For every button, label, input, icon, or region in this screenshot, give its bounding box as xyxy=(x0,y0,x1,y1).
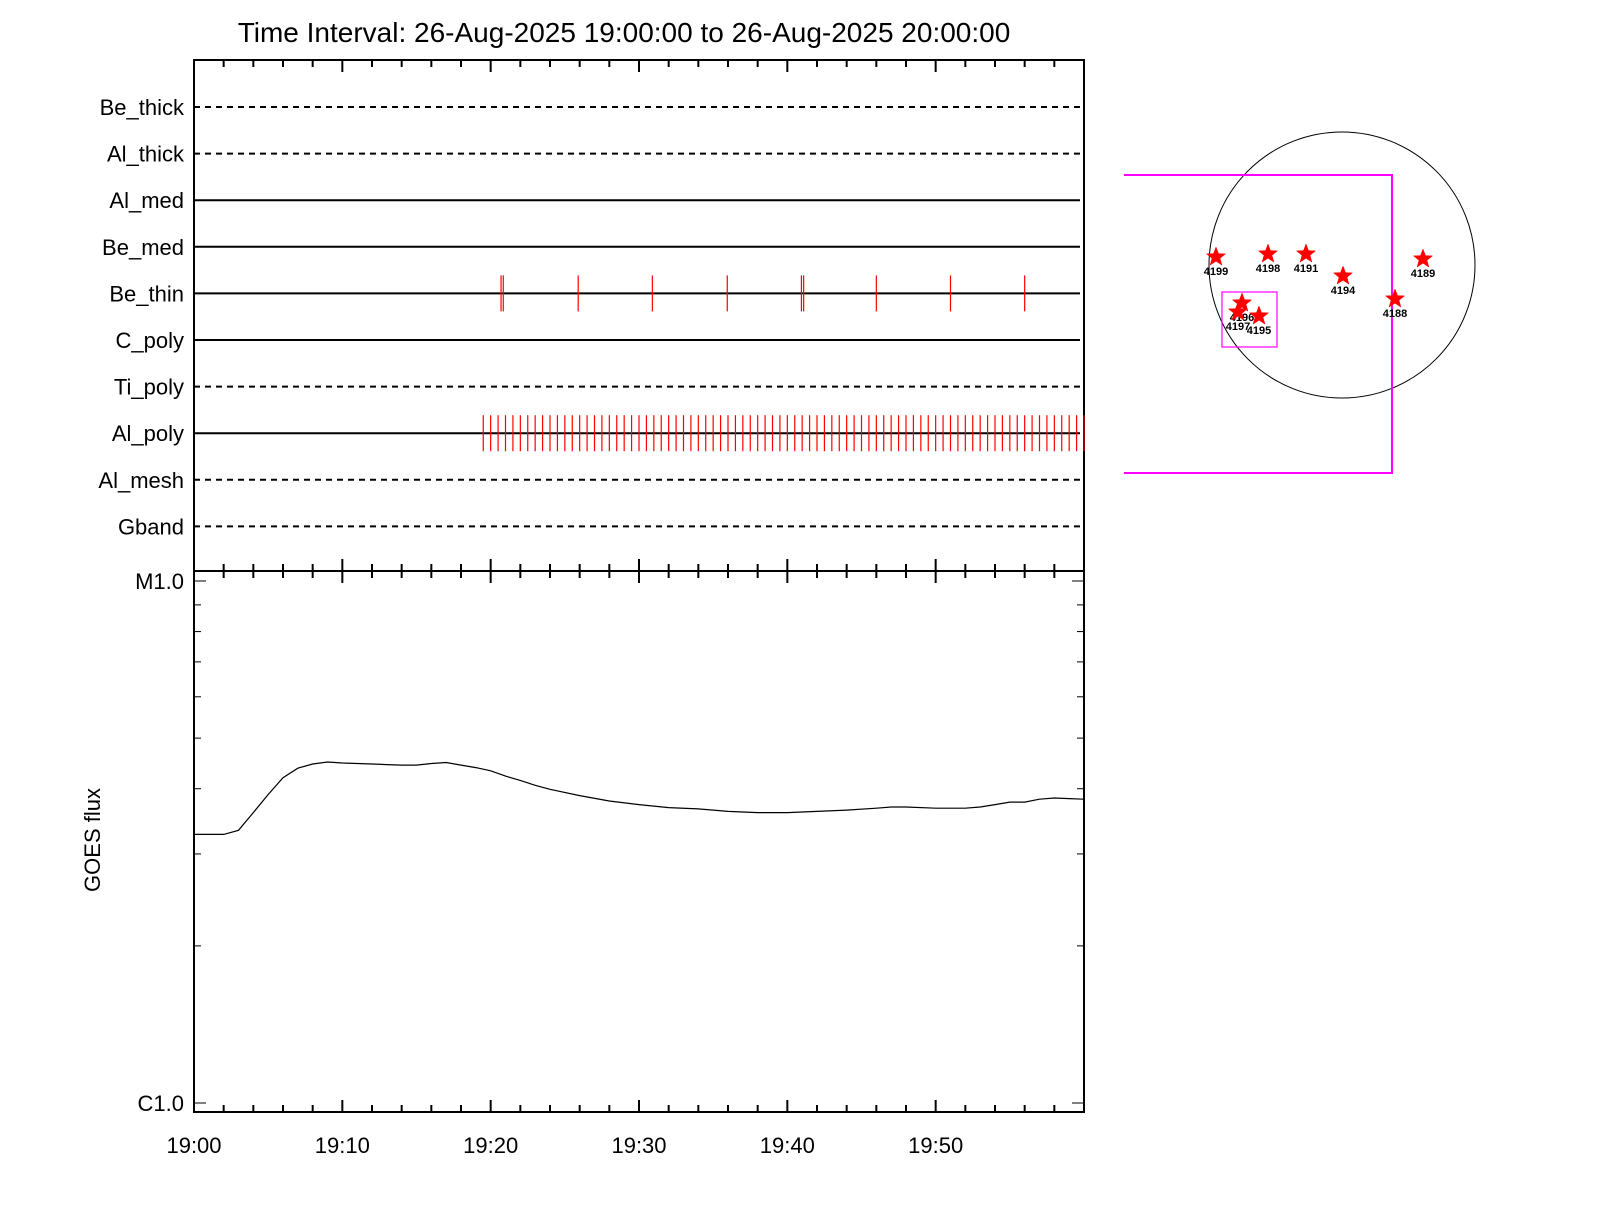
active-region-marker xyxy=(1227,301,1249,321)
active-region-label: 4194 xyxy=(1331,285,1356,297)
field-of-view-box xyxy=(1124,174,1393,474)
channel-label: Ti_poly xyxy=(114,375,184,400)
pointing-box xyxy=(1221,291,1278,348)
active-region-label: 4191 xyxy=(1294,263,1318,275)
active-region-marker xyxy=(1332,265,1354,285)
active-region-marker xyxy=(1205,246,1227,266)
active-region-marker xyxy=(1384,288,1406,308)
y-tick-label: C1.0 xyxy=(138,1091,184,1116)
channel-label: C_poly xyxy=(116,328,184,353)
x-tick-label: 19:30 xyxy=(611,1133,666,1158)
channel-label: Be_thick xyxy=(100,95,185,120)
x-tick-label: 19:50 xyxy=(908,1133,963,1158)
channel-label: Be_thin xyxy=(109,281,184,306)
x-tick-label: 19:10 xyxy=(315,1133,370,1158)
timeline-panel: Be_thick Al_thick Al_med Be_med Be_thin C_pol… xyxy=(98,59,1085,572)
active-region-label: 4199 xyxy=(1204,266,1228,278)
channel-label: Al_mesh xyxy=(98,468,184,493)
active-region-marker xyxy=(1248,305,1270,325)
chart-title: Time Interval: 26-Aug-2025 19:00:00 to 2… xyxy=(238,17,1011,48)
y-tick-label: M1.0 xyxy=(135,569,184,594)
active-region-label: 4197 xyxy=(1226,321,1250,333)
y-axis-label: GOES flux xyxy=(80,788,105,892)
solar-disk-map: 419941984191419441894188419641974195 xyxy=(1124,131,1476,474)
solar-disk-outline xyxy=(1208,131,1476,399)
channel-label: Gband xyxy=(118,514,184,539)
active-region-marker xyxy=(1257,243,1279,263)
goes-flux-line xyxy=(194,761,1085,835)
timeline-frame xyxy=(193,59,1085,572)
x-tick-label: 19:20 xyxy=(463,1133,518,1158)
channel-label: Be_med xyxy=(102,235,184,260)
active-region-marker xyxy=(1295,243,1317,263)
goes-flux-panel: C1.0 M1.0 GOES flux 19:00 19:10 19:20 19:30 19:… xyxy=(80,569,1085,1158)
channel-label: Al_poly xyxy=(112,421,184,446)
x-tick-label: 19:40 xyxy=(760,1133,815,1158)
flux-frame xyxy=(193,570,1085,1113)
active-region-label: 4195 xyxy=(1247,325,1271,337)
active-region-marker xyxy=(1412,248,1434,268)
active-region-marker xyxy=(1231,292,1253,312)
channel-label: Al_thick xyxy=(107,142,185,167)
x-tick-label: 19:00 xyxy=(166,1133,221,1158)
active-region-label: 4189 xyxy=(1411,268,1435,280)
active-region-label: 4198 xyxy=(1256,263,1280,275)
channel-label: Al_med xyxy=(109,188,184,213)
active-region-label: 4188 xyxy=(1383,308,1407,320)
